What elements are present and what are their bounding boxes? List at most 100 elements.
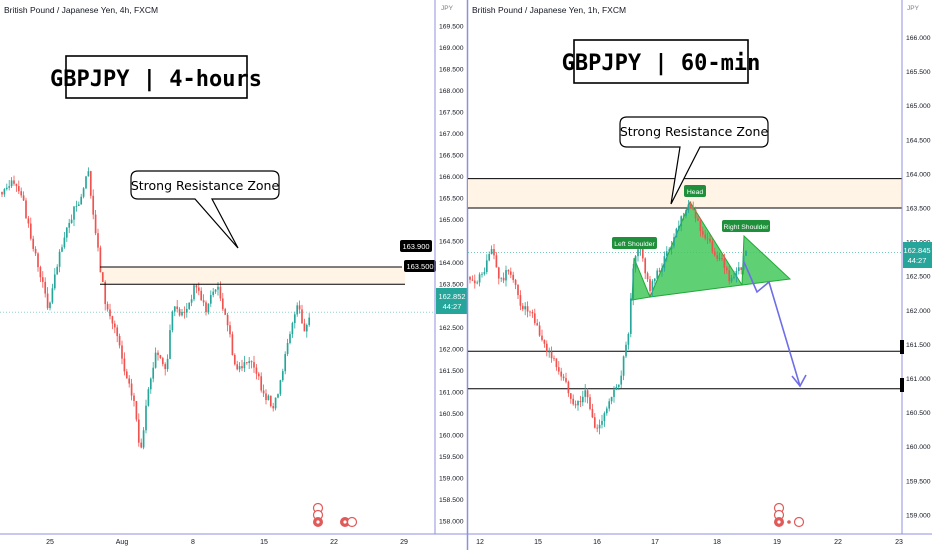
- candle-body: [592, 409, 594, 417]
- candle-body: [220, 287, 222, 299]
- candle-body: [296, 305, 298, 314]
- candle-body: [688, 204, 690, 210]
- y-tick-labels: 166.000165.500165.000164.500164.000163.5…: [906, 35, 931, 519]
- candle-body: [551, 352, 553, 359]
- candle-body: [304, 323, 306, 331]
- candle-body: [140, 443, 142, 448]
- candle-body: [284, 354, 286, 371]
- candle-body: [488, 254, 490, 260]
- candle-body: [544, 340, 546, 344]
- candle-body: [568, 382, 570, 393]
- candle-body: [174, 307, 176, 312]
- candle-body: [712, 242, 714, 252]
- candle-body: [131, 384, 133, 396]
- candle-body: [212, 292, 214, 295]
- candle-body: [618, 385, 620, 387]
- bar-countdown: 44:27: [443, 302, 462, 311]
- candle-body: [71, 220, 73, 223]
- y-tick-label: 161.000: [906, 376, 931, 383]
- candle-body: [702, 231, 704, 234]
- candle-body: [491, 249, 493, 254]
- x-tick-label: 12: [476, 539, 484, 546]
- candle-body: [193, 285, 195, 299]
- y-tick-label: 160.000: [439, 433, 464, 440]
- candle-body: [112, 316, 114, 323]
- candle-body: [565, 378, 567, 382]
- economic-events-icons[interactable]: [774, 504, 804, 528]
- candle-body: [527, 306, 529, 311]
- candle-body: [652, 281, 654, 291]
- right-price-axis[interactable]: JPY 166.000165.500165.000164.500164.0001…: [900, 0, 932, 534]
- candle-body: [263, 390, 265, 393]
- candle-body: [292, 323, 294, 334]
- candle-body: [172, 312, 174, 331]
- y-tick-label: 164.000: [439, 260, 464, 267]
- candle-body: [654, 279, 656, 281]
- candle-body: [536, 323, 538, 325]
- candle-body: [215, 290, 217, 292]
- candle-body: [637, 249, 639, 256]
- candle-body: [731, 278, 733, 282]
- candle-body: [241, 366, 243, 368]
- candle-body: [594, 417, 596, 427]
- y-tick-label: 159.000: [906, 512, 931, 519]
- candle-body: [608, 401, 610, 408]
- candle-body: [500, 278, 502, 279]
- candle-body: [596, 428, 598, 429]
- candle-body: [611, 397, 613, 401]
- candle-body: [577, 401, 579, 405]
- svg-text:Head: Head: [687, 189, 703, 196]
- left-price-axis[interactable]: JPY 169.500169.000168.500168.000167.5001…: [435, 0, 468, 534]
- candle-body: [217, 287, 219, 290]
- y-tick-label: 165.000: [439, 217, 464, 224]
- candle-body: [47, 294, 49, 309]
- title-box: GBPJPY | 4-hours: [50, 56, 262, 98]
- candle-body: [11, 180, 13, 186]
- x-tick-label: 18: [713, 539, 721, 546]
- candle-body: [524, 306, 526, 309]
- candle-body: [733, 277, 735, 278]
- candle-body: [59, 252, 61, 267]
- candle-body: [90, 171, 92, 196]
- candle-body: [623, 356, 625, 375]
- candle-body: [534, 313, 536, 323]
- axis-unit: JPY: [907, 5, 920, 12]
- candle-body: [582, 397, 584, 402]
- candle-body: [541, 336, 543, 340]
- candle-body: [616, 387, 618, 390]
- right-chart-panel[interactable]: British Pound / Japanese Yen, 1h, FXCM G…: [468, 0, 932, 550]
- candle-body: [745, 251, 747, 256]
- candle-body: [4, 189, 6, 194]
- y-tick-label: 160.000: [906, 444, 931, 451]
- candle-body: [584, 390, 586, 396]
- candle-body: [532, 312, 534, 313]
- candle-body: [716, 255, 718, 258]
- y-tick-label: 168.000: [439, 88, 464, 95]
- candle-body: [308, 318, 310, 325]
- candle-body: [539, 326, 541, 336]
- candle-body: [83, 188, 85, 196]
- candle-body: [299, 305, 301, 309]
- candle-body: [704, 235, 706, 239]
- candle-body: [287, 343, 289, 354]
- candle-body: [493, 249, 495, 255]
- candle-body: [474, 281, 476, 284]
- candle-body: [625, 345, 627, 357]
- x-tick-label: 29: [400, 539, 408, 546]
- candle-body: [620, 376, 622, 385]
- candle-body: [265, 393, 267, 400]
- candle-body: [529, 312, 531, 313]
- candle-body: [148, 389, 150, 405]
- left-chart-panel[interactable]: British Pound / Japanese Yen, 4h, FXCM G…: [0, 0, 468, 546]
- candle-body: [181, 312, 183, 315]
- candle-body: [277, 394, 279, 397]
- candle-body: [673, 237, 675, 246]
- candle-body: [700, 221, 702, 231]
- candle-body: [656, 271, 658, 279]
- chart-title: GBPJPY | 4-hours: [50, 67, 262, 92]
- x-tick-label: 22: [330, 539, 338, 546]
